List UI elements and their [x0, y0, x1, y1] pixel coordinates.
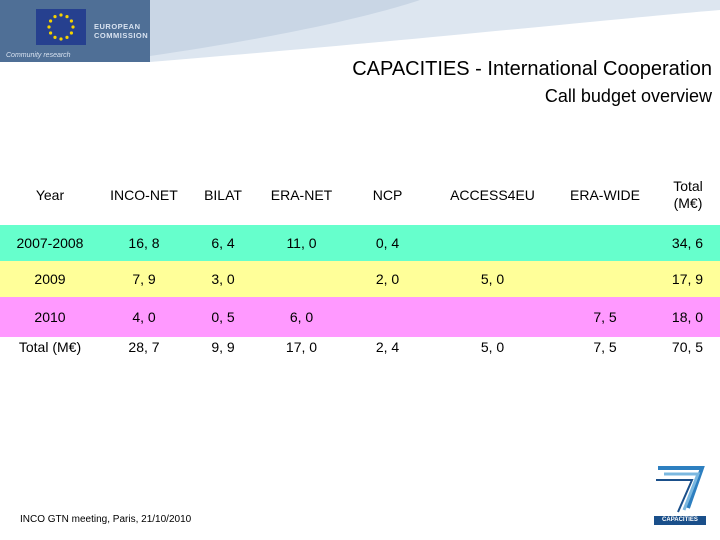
budget-table: Year INCO-NET BILAT ERA-NET NCP ACCESS4EU ERA-…: [0, 165, 720, 357]
table-cell: 17, 9: [671, 271, 704, 287]
column-header: Total (M€): [673, 178, 703, 211]
table-cell: [555, 261, 655, 297]
table-cell: 70, 5: [671, 339, 704, 355]
table-cell: 5, 0: [480, 271, 505, 287]
ec-subtitle: Community research: [6, 52, 71, 59]
table-row-bg: [0, 337, 720, 357]
column-header: NCP: [372, 186, 403, 203]
header-band: EUROPEAN COMMISSION Community research: [0, 0, 720, 72]
row-label: 2010: [34, 309, 66, 325]
table-row-bg: [0, 165, 720, 225]
column-header: ERA-NET: [270, 186, 333, 203]
table-cell: 9, 9: [211, 339, 235, 355]
table-cell: [555, 225, 655, 261]
table-cell: 2, 4: [375, 339, 400, 355]
table-cell: 11, 0: [286, 235, 317, 251]
page-subtitle: Call budget overview: [544, 86, 712, 106]
table-cell: 0, 5: [211, 309, 235, 325]
table-cell: [258, 261, 345, 297]
table-cell: 7, 9: [132, 271, 156, 287]
column-header: Year: [35, 186, 65, 203]
table-cell: 28, 7: [128, 339, 160, 355]
table-cell: 3, 0: [211, 271, 235, 287]
eu-flag-icon: [36, 9, 86, 45]
ec-logo: EUROPEAN COMMISSION Community research: [0, 0, 150, 62]
table-cell: 7, 5: [593, 309, 617, 325]
fp7-logo: CAPACITIES: [648, 462, 712, 532]
page-title: CAPACITIES - International Cooperation: [352, 58, 712, 80]
ec-name: EUROPEAN COMMISSION: [94, 22, 148, 40]
table-row-bg: [0, 297, 720, 337]
table-row-bg: [0, 225, 720, 261]
table-cell: 7, 5: [593, 339, 617, 355]
column-header: ERA-WIDE: [570, 186, 640, 203]
table-cell: 34, 6: [671, 235, 704, 251]
table-cell: 6, 0: [289, 309, 314, 325]
row-label: 2009: [34, 271, 66, 287]
ec-line1: EUROPEAN: [94, 22, 141, 31]
table-cell: 18, 0: [671, 309, 704, 325]
footer-text: INCO GTN meeting, Paris, 21/10/2010: [20, 514, 192, 525]
table-cell: 0, 4: [375, 235, 400, 251]
column-header: BILAT: [204, 186, 242, 203]
table-cell: 6, 4: [211, 235, 235, 251]
table-cell: 16, 8: [128, 235, 160, 251]
row-label: Total (M€): [18, 339, 82, 355]
ec-line2: COMMISSION: [94, 31, 149, 40]
row-label: 2007-2008: [16, 235, 84, 251]
table-cell: 2, 0: [375, 271, 400, 287]
header-swoosh: [150, 0, 720, 62]
table-cell: 5, 0: [480, 339, 505, 355]
column-header: INCO-NET: [110, 186, 178, 203]
table-cell: 17, 0: [285, 339, 318, 355]
column-header: ACCESS4EU: [450, 186, 535, 203]
table-cell: [430, 225, 555, 261]
table-cell: [430, 297, 555, 337]
table-cell: [345, 297, 430, 337]
table-cell: 4, 0: [132, 309, 156, 325]
table-row-bg: [0, 261, 720, 297]
fp7-label: CAPACITIES: [662, 517, 698, 523]
